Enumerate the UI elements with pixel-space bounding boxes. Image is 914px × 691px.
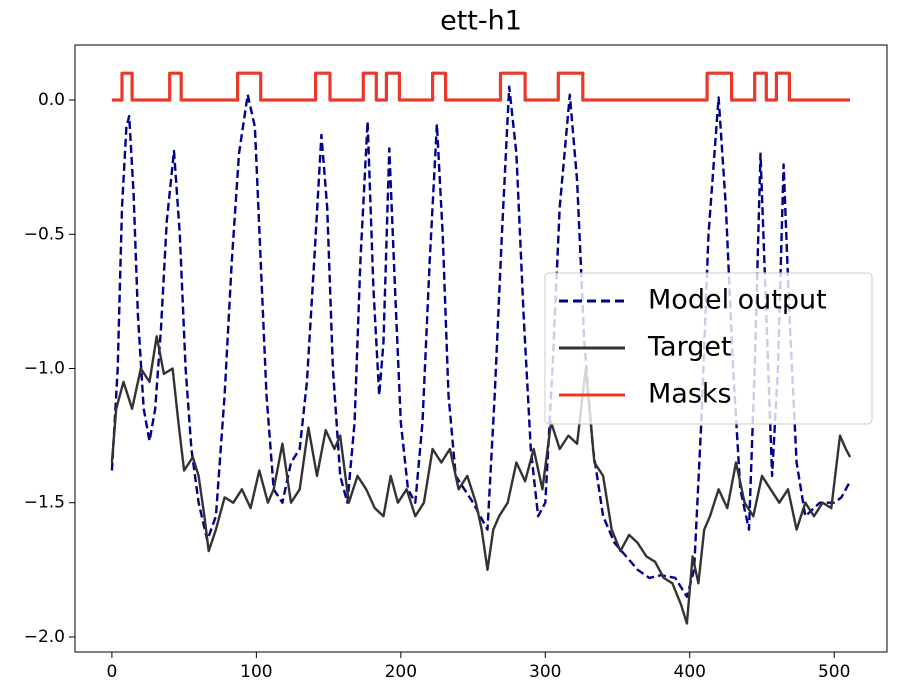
y-tick-label: −1.0 [24,359,65,379]
legend-label: Model output [648,285,827,316]
x-tick-label: 100 [240,662,272,682]
series-line [111,71,851,102]
legend-label: Target [647,332,732,363]
chart-title: ett-h1 [440,6,522,37]
y-tick-label: −2.0 [24,627,65,647]
series-line [110,85,852,598]
x-tick-label: 300 [529,662,561,682]
x-tick-label: 400 [674,662,706,682]
y-tick-label: −0.5 [24,224,65,244]
x-tick-label: 500 [818,662,850,682]
x-tick-label: 200 [385,662,417,682]
y-tick-label: 0.0 [38,90,65,110]
plot-frame [74,44,888,653]
series-line [110,335,852,625]
legend-box [544,272,873,425]
x-tick-label: 0 [106,662,117,682]
legend-label: Masks [648,379,732,410]
y-tick-label: −1.5 [24,493,65,513]
